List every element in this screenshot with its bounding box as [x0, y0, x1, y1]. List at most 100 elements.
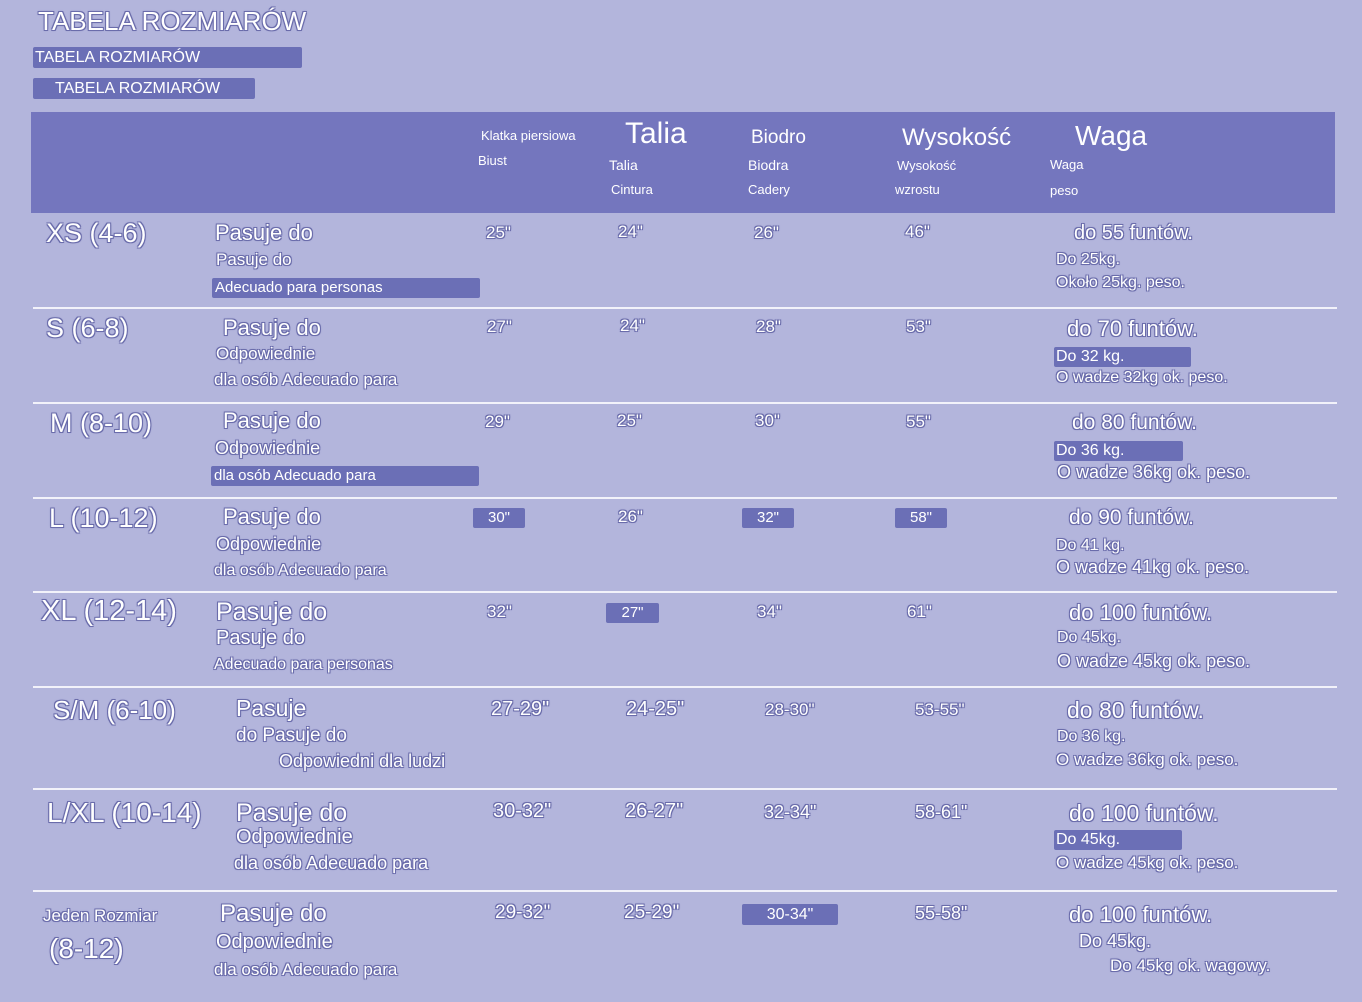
fit-line-3: dla osób Adecuado para — [214, 562, 387, 579]
header-hip-sub2: Cadery — [748, 182, 790, 197]
header-waist-sub2: Cintura — [611, 182, 653, 197]
size-label: M (8-10) — [50, 408, 153, 438]
waist-value: 27" — [606, 603, 659, 623]
header-height-sub1: Wysokość — [897, 158, 957, 173]
subtitle-bar: TABELA ROZMIARÓW — [33, 47, 302, 68]
waist-value: 24" — [618, 222, 643, 241]
fit-line-1: Pasuje do — [223, 408, 321, 433]
weight-kg: Do 36 kg. — [1057, 728, 1126, 745]
weight-lbs: do 100 funtów. — [1069, 902, 1213, 927]
weight-lbs: do 80 funtów. — [1067, 697, 1204, 723]
waist-value: 26-27" — [625, 800, 684, 822]
header-chest: Klatka piersiowa — [481, 128, 576, 143]
weight-note: O wadze 45kg ok. peso. — [1057, 651, 1251, 671]
fit-line-3: Adecuado para personas — [214, 656, 393, 673]
weight-kg: Do 36 kg. — [1054, 441, 1183, 461]
header-weight-sub1: Waga — [1050, 157, 1084, 172]
height-value: 58-61" — [915, 802, 968, 822]
header-hip: Biodro — [751, 127, 806, 148]
size-label: S (6-8) — [46, 313, 129, 343]
table-header — [31, 112, 1335, 213]
weight-lbs: do 100 funtów. — [1069, 600, 1213, 625]
height-value: 55" — [906, 412, 931, 431]
fit-line-3: Odpowiedni dla ludzi — [279, 751, 446, 771]
weight-lbs: do 90 funtów. — [1069, 506, 1194, 529]
chest-value: 27-29" — [491, 698, 550, 720]
fit-line-1: Pasuje do — [215, 220, 313, 245]
hip-value: 28-30" — [765, 700, 815, 719]
fit-line-3: dla osób Adecuado para — [214, 370, 398, 389]
hip-value: 28" — [756, 317, 781, 336]
header-weight-sub2: peso — [1050, 183, 1079, 198]
height-value: 55-58" — [915, 903, 968, 923]
weight-kg: Do 25kg. — [1056, 251, 1121, 268]
chest-value: 32" — [487, 602, 512, 621]
hip-value: 30" — [755, 411, 780, 430]
size-label: L (10-12) — [49, 503, 158, 533]
height-value: 53-55" — [915, 700, 965, 719]
weight-note: O wadze 45kg ok. peso. — [1056, 853, 1239, 872]
chest-value: 27" — [487, 317, 512, 336]
hip-value: 26" — [754, 223, 779, 242]
fit-line-1: Pasuje do — [223, 315, 321, 340]
weight-note: Około 25kg. peso. — [1056, 274, 1185, 291]
height-value: 53" — [906, 317, 931, 336]
weight-lbs: do 55 funtów. — [1074, 222, 1193, 244]
fit-line-1: Pasuje do — [236, 799, 348, 827]
weight-lbs: do 80 funtów. — [1072, 411, 1197, 434]
weight-kg: Do 41 kg. — [1056, 537, 1125, 554]
weight-note: O wadze 32kg ok. peso. — [1056, 369, 1228, 386]
size-label: S/M (6-10) — [53, 695, 176, 725]
row-divider — [33, 890, 1337, 892]
chest-value: 29" — [485, 412, 510, 431]
size-label: L/XL (10-14) — [47, 797, 202, 828]
weight-note: O wadze 41kg ok. peso. — [1056, 557, 1250, 577]
fit-line-2: do Pasuje do — [236, 725, 347, 746]
fit-line-3: Adecuado para personas — [212, 278, 480, 298]
chest-value: 29-32" — [495, 902, 551, 923]
height-value: 46" — [905, 222, 930, 241]
fit-line-1: Pasuje — [236, 695, 307, 721]
header-waist-sub1: Talia — [609, 157, 638, 173]
fit-line-2: Pasuje do — [216, 250, 292, 269]
weight-lbs: do 70 funtów. — [1067, 316, 1198, 341]
fit-line-2: Pasuje do — [216, 627, 305, 649]
size-label: XL (12-14) — [41, 595, 177, 627]
weight-note: Do 45kg ok. wagowy. — [1110, 956, 1271, 975]
subtitle-bar-secondary: TABELA ROZMIARÓW — [33, 78, 255, 99]
fit-line-1: Pasuje do — [223, 504, 321, 529]
weight-kg: Do 32 kg. — [1054, 347, 1191, 367]
chest-value: 25" — [486, 223, 511, 242]
fit-line-3: dla osób Adecuado para — [211, 466, 479, 486]
weight-note: O wadze 36kg ok. peso. — [1056, 750, 1239, 769]
size-label: Jeden Rozmiar — [43, 906, 158, 925]
header-hip-sub1: Biodra — [748, 157, 789, 173]
height-value: 61" — [907, 602, 932, 621]
row-divider — [33, 497, 1337, 499]
waist-value: 24" — [620, 316, 645, 335]
hip-value: 30-34" — [742, 904, 838, 925]
row-divider — [33, 788, 1337, 790]
header-height-sub2: wzrostu — [895, 182, 940, 197]
size-range: (8-12) — [49, 933, 124, 964]
weight-note: O wadze 36kg ok. peso. — [1057, 462, 1251, 482]
hip-value: 34" — [757, 602, 782, 621]
row-divider — [33, 686, 1337, 688]
fit-line-2: Odpowiednie — [216, 534, 322, 554]
waist-value: 25-29" — [624, 902, 680, 923]
row-divider — [33, 591, 1337, 593]
fit-line-2: Odpowiednie — [236, 826, 353, 848]
height-value: 58" — [895, 508, 947, 528]
fit-line-2: Odpowiednie — [216, 344, 316, 363]
fit-line-1: Pasuje do — [220, 900, 327, 927]
size-label: XS (4-6) — [46, 218, 147, 248]
header-height: Wysokość — [902, 124, 1012, 151]
row-divider — [33, 402, 1337, 404]
weight-kg: Do 45kg. — [1054, 830, 1182, 850]
page-title: TABELA ROZMIARÓW — [38, 6, 307, 36]
chest-value: 30-32" — [493, 800, 552, 822]
fit-line-2: Odpowiednie — [216, 931, 333, 953]
waist-value: 24-25" — [626, 698, 685, 720]
header-chest-sub: Biust — [478, 153, 507, 168]
waist-value: 26" — [618, 507, 643, 526]
